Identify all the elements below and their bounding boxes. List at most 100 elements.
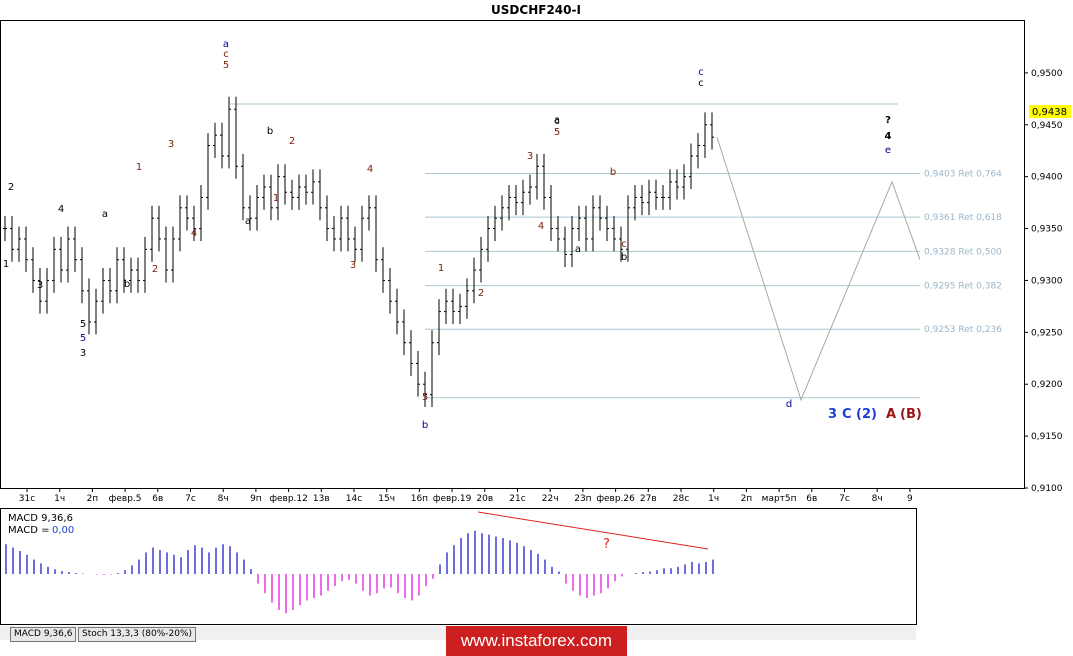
wave-label: 4 — [885, 131, 892, 142]
tab-macd[interactable]: MACD 9,36,6 — [10, 627, 77, 642]
time-tick-label: 1ч — [708, 494, 719, 504]
wave-label: 2 — [8, 182, 14, 193]
time-tick-label: февр.5 — [109, 494, 142, 504]
wave-label: 5 — [223, 60, 229, 71]
price-tick-label: 0,9500 — [1031, 69, 1063, 79]
time-tick-label: февр.19 — [433, 494, 472, 504]
wave-label: a — [575, 244, 581, 255]
price-pane-frame — [0, 20, 1025, 489]
price-tick-label: 0,9400 — [1031, 173, 1063, 183]
wave-label: 3 — [80, 348, 86, 359]
time-tick-label: 22ч — [542, 494, 559, 504]
wave-label: 5 — [554, 127, 560, 138]
divergence-line — [477, 511, 709, 550]
time-tick-label: 6в — [152, 494, 163, 504]
wave-degree-label: (2) — [856, 407, 877, 422]
wave-label: b — [621, 252, 627, 263]
time-tick-label: 2п — [87, 494, 99, 504]
time-tick-label: 7с — [185, 494, 196, 504]
wave-label: c — [621, 239, 627, 250]
wave-label: a — [245, 216, 251, 227]
forecast-path — [716, 137, 921, 402]
time-tick-label: март5п — [762, 494, 797, 504]
wave-label: 1 — [3, 259, 9, 270]
time-tick-label: 15ч — [378, 494, 395, 504]
time-tick-label: 6в — [806, 494, 817, 504]
wave-label: 3 — [350, 260, 356, 271]
time-axis: 31с 1ч 2п февр.5 6в 7с 8ч 9п февр.12 13в 14с 15ч 16п… — [19, 488, 913, 504]
wave-label: c — [698, 78, 704, 89]
macd-histogram — [5, 530, 714, 614]
time-tick-label: 28с — [673, 494, 689, 504]
wave-label: 2 — [478, 288, 484, 299]
time-tick-label: 9 — [907, 494, 913, 504]
level-label: 0,9361 Ret 0,618 — [924, 213, 1002, 223]
wave-label: 5 — [80, 319, 86, 330]
level-label: 0,9328 Ret 0,500 — [924, 247, 1002, 257]
wave-label: 3 — [37, 280, 43, 291]
chart-title: USDCHF240-I — [491, 3, 581, 17]
wave-label: a — [223, 39, 229, 50]
wave-degree-label: C — [842, 407, 852, 422]
wave-label: 3 — [527, 151, 533, 162]
tab-stoch[interactable]: Stoch 13,3,3 (80%-20%) — [78, 627, 197, 642]
wave-label: a — [554, 115, 560, 126]
wave-label: c — [698, 67, 704, 78]
indicator-value: 0,00 — [52, 525, 74, 536]
wave-label: d — [786, 399, 792, 410]
wave-label: b — [610, 167, 616, 178]
wave-label: a — [102, 209, 108, 220]
wave-degree-label: 3 — [828, 407, 837, 422]
wave-label: 5 — [422, 392, 428, 403]
indicator-value-label: MACD = — [8, 525, 50, 536]
price-tick-label: 0,9300 — [1031, 276, 1063, 286]
wave-label: 4 — [367, 164, 373, 175]
divergence-mark: ? — [603, 537, 610, 552]
wave-label: ? — [885, 115, 891, 126]
time-tick-label: 8ч — [872, 494, 883, 504]
time-tick-label: 7с — [839, 494, 850, 504]
price-tick-label: 0,9150 — [1031, 432, 1063, 442]
wave-label: 3 — [168, 139, 174, 150]
time-tick-label: 21с — [509, 494, 525, 504]
last-price-label: 0,9438 — [1032, 107, 1067, 118]
time-tick-label: 27в — [640, 494, 657, 504]
time-tick-label: 20в — [476, 494, 493, 504]
wave-label: 1 — [136, 162, 142, 173]
wave-label: 4 — [58, 204, 64, 215]
wave-label: c — [223, 49, 229, 60]
time-tick-label: 14с — [346, 494, 362, 504]
price-tick-label: 0,9350 — [1031, 225, 1063, 235]
wave-label: b — [124, 279, 130, 290]
time-tick-label: февр.12 — [269, 494, 308, 504]
wave-degree-legend: 3 C (2) A (B) — [828, 407, 922, 422]
time-tick-label: 1ч — [54, 494, 65, 504]
level-label: 0,9403 Ret 0,764 — [924, 170, 1002, 180]
wave-label: 2 — [152, 264, 158, 275]
level-label: 0,9295 Ret 0,382 — [924, 282, 1002, 292]
price-tick-label: 0,9450 — [1031, 121, 1063, 131]
wave-label: c — [554, 116, 560, 127]
time-tick-label: 16п — [411, 494, 428, 504]
time-tick-label: 2п — [741, 494, 753, 504]
last-price-marker — [1029, 105, 1071, 118]
price-tick-label: 0,9250 — [1031, 328, 1063, 338]
wave-label: 1 — [273, 193, 279, 204]
indicator-name: MACD 9,36,6 — [8, 513, 73, 524]
time-tick-label: 8ч — [218, 494, 229, 504]
wave-degree-label: A — [886, 407, 896, 422]
wave-label: 1 — [438, 263, 444, 274]
indicator-pane-frame — [0, 508, 917, 625]
price-axis: 0,9500 0,9450 0,9400 0,9350 0,9300 0,9250 0,92… — [1024, 69, 1063, 494]
price-tick-label: 0,9200 — [1031, 380, 1063, 390]
wave-label: 2 — [289, 136, 295, 147]
wave-degree-label: (B) — [900, 407, 922, 422]
wave-label: e — [885, 145, 891, 156]
time-tick-label: 31с — [19, 494, 35, 504]
wave-labels: 2134553ab1234ac5ba21435cb123a54abcbcc?4e… — [3, 39, 892, 431]
time-tick-label: февр.26 — [596, 494, 635, 504]
time-tick-label: 9п — [250, 494, 262, 504]
wave-label: 4 — [191, 228, 197, 239]
